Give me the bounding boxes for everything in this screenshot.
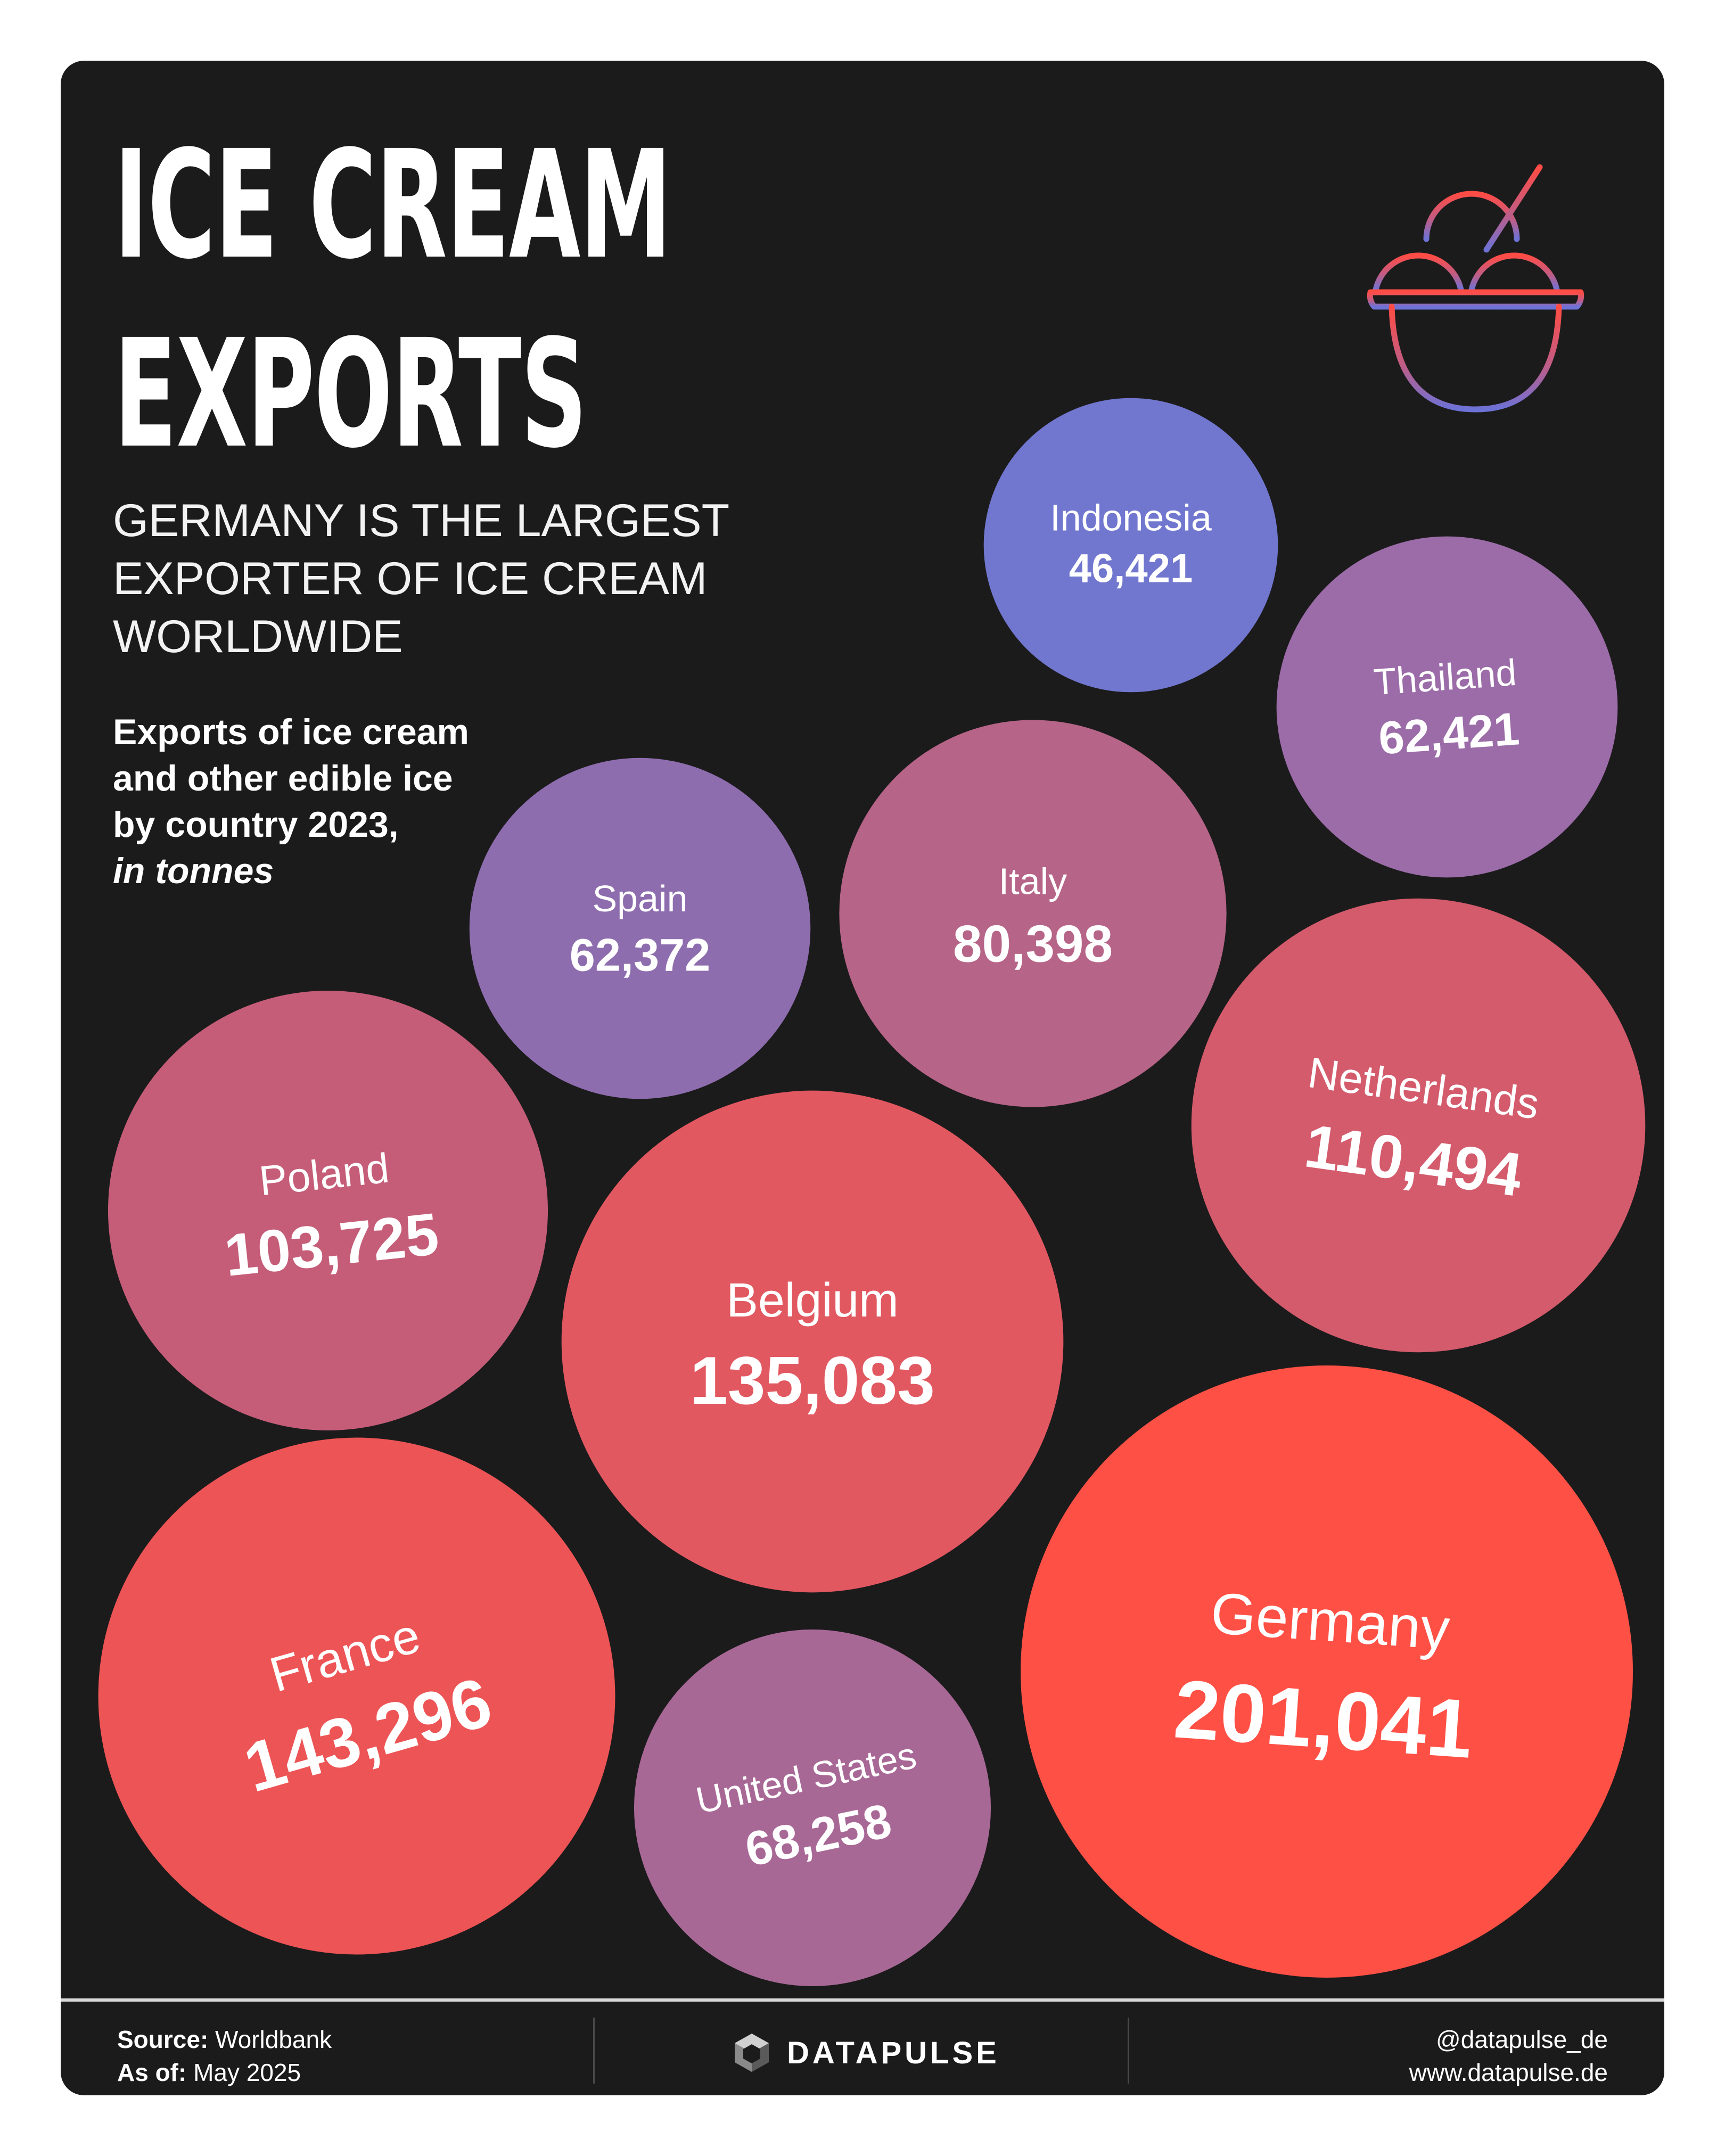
- footer: Source: Worldbank As of: May 2025 DATAPU…: [61, 2002, 1664, 2095]
- brand-name: DATAPULSE: [787, 2035, 1000, 2070]
- footer-divider: [61, 1998, 1664, 2002]
- ice-cream-bowl-icon: [1367, 164, 1584, 473]
- brand-logo: DATAPULSE: [730, 2031, 1000, 2074]
- bubble-circle: [839, 720, 1227, 1107]
- bubble-spain: Spain 62,372: [469, 758, 811, 1099]
- bubble-value: 201,041: [1171, 1662, 1476, 1775]
- bubble-circle: [983, 398, 1278, 693]
- subtitle-line-2: EXPORTER OF ICE CREAM: [113, 553, 708, 604]
- bubble-indonesia: Indonesia 46,421: [983, 398, 1278, 693]
- page-title: ICE CREAM EXPORTS: [114, 111, 672, 489]
- bubble-value: 135,083: [690, 1343, 935, 1418]
- datapulse-logo-icon: [735, 2034, 769, 2072]
- chart-description: Exports of ice cream and other edible ic…: [113, 709, 592, 894]
- title-line-2: EXPORTS: [114, 308, 587, 481]
- as-of-value: May 2025: [193, 2059, 301, 2086]
- bubble-value: 62,372: [570, 930, 710, 981]
- infographic-card: ICE CREAM EXPORTS GERMANY IS THE LARGEST…: [61, 61, 1664, 2095]
- source-label: Source:: [117, 2026, 209, 2053]
- subtitle: GERMANY IS THE LARGEST EXPORTER OF ICE C…: [113, 492, 805, 666]
- title-line-1: ICE CREAM: [114, 119, 672, 292]
- footer-separator: [1128, 2018, 1129, 2084]
- bubble-label: Spain: [592, 878, 687, 919]
- bubble-circle: [561, 1090, 1064, 1593]
- desc-line-2: and other edible ice: [113, 758, 453, 799]
- subtitle-line-3: WORLDWIDE: [113, 611, 403, 662]
- bubble-value: 80,398: [953, 914, 1113, 973]
- footer-source: Source: Worldbank As of: May 2025: [117, 2023, 332, 2089]
- footer-contact: @datapulse_de www.datapulse.de: [1409, 2023, 1608, 2089]
- footer-separator: [593, 2018, 595, 2084]
- bubble-label: Italy: [999, 861, 1067, 902]
- bubble-circle: [1191, 898, 1646, 1353]
- desc-line-3: by country 2023,: [113, 804, 399, 845]
- website-link: www.datapulse.de: [1409, 2059, 1608, 2086]
- bubble-value: 62,421: [1377, 703, 1521, 764]
- bubble-belgium: Belgium 135,083: [561, 1090, 1064, 1593]
- bubble-circle: [1021, 1365, 1633, 1978]
- bubble-circle: [1276, 536, 1618, 878]
- social-handle: @datapulse_de: [1436, 2026, 1608, 2053]
- bubble-circle: [108, 990, 548, 1431]
- bubble-label: Indonesia: [1050, 497, 1212, 538]
- bubble-italy: Italy 80,398: [839, 720, 1227, 1107]
- bubble-circle: [469, 758, 811, 1099]
- source-value: Worldbank: [215, 2026, 332, 2053]
- unit-label: in tonnes: [113, 851, 274, 891]
- subtitle-line-1: GERMANY IS THE LARGEST: [113, 495, 730, 546]
- bubble-value: 46,421: [1069, 546, 1193, 591]
- bubble-circle: [634, 1629, 991, 1987]
- bubble-circle: [98, 1437, 615, 1955]
- as-of-label: As of:: [117, 2059, 187, 2086]
- desc-line-1: Exports of ice cream: [113, 712, 469, 752]
- bubble-label: Belgium: [726, 1273, 899, 1327]
- bubble-label: Thailand: [1372, 652, 1517, 703]
